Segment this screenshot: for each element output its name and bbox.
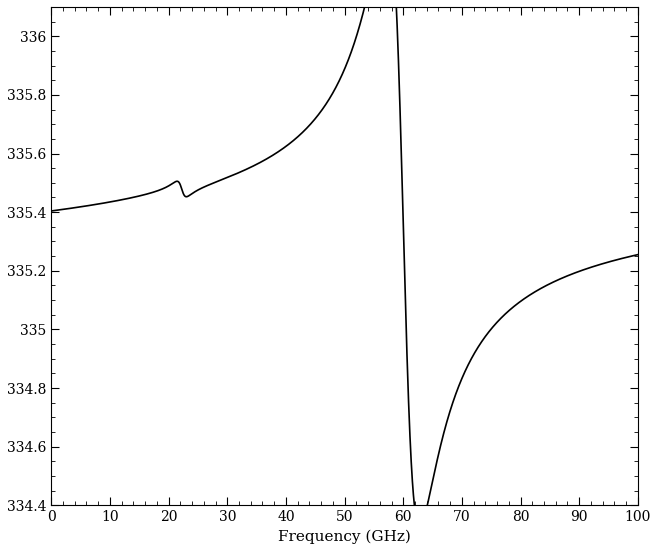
X-axis label: Frequency (GHz): Frequency (GHz) (278, 530, 411, 544)
